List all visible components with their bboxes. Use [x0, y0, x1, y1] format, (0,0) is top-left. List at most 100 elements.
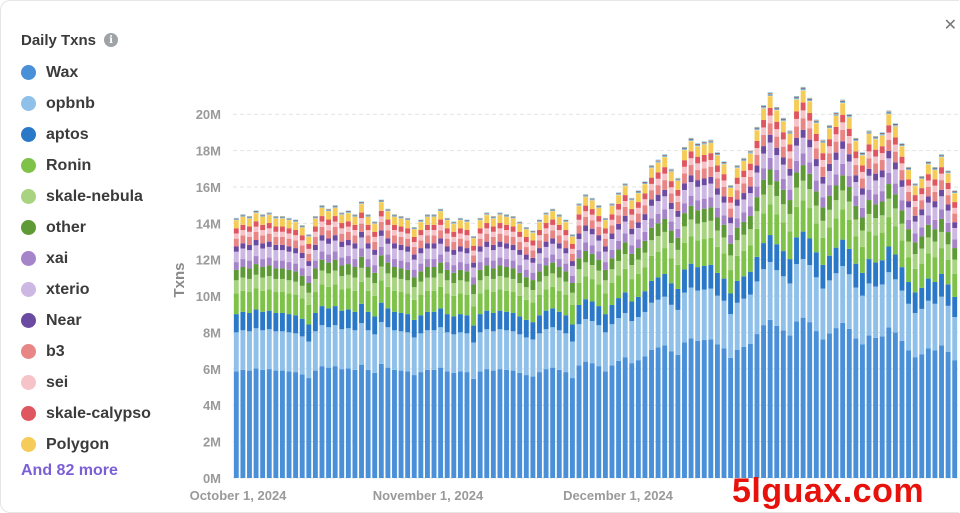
bar-stack[interactable]	[497, 212, 503, 478]
legend-item-opbnb[interactable]: opbnb	[21, 88, 191, 119]
legend-item-aptos[interactable]: aptos	[21, 119, 191, 150]
bar-stack[interactable]	[457, 217, 463, 478]
bar-stack[interactable]	[233, 217, 239, 478]
bar-stack[interactable]	[649, 165, 654, 478]
bar-stack[interactable]	[886, 110, 892, 478]
bar-stack[interactable]	[879, 132, 885, 478]
bar-stack[interactable]	[510, 216, 516, 478]
bar-stack[interactable]	[411, 226, 417, 478]
bar-stack[interactable]	[925, 161, 931, 478]
bar-stack[interactable]	[444, 217, 450, 478]
bar-stack[interactable]	[405, 217, 411, 478]
bar-stack[interactable]	[260, 214, 266, 478]
bar-stack[interactable]	[550, 208, 556, 478]
bar-stack[interactable]	[866, 130, 872, 478]
bar-stack[interactable]	[827, 125, 832, 478]
bar-stack[interactable]	[807, 97, 813, 478]
bar-stack[interactable]	[537, 219, 542, 478]
bar-stack[interactable]	[556, 214, 562, 478]
legend-item-near[interactable]: Near	[21, 305, 191, 336]
bar-stack[interactable]	[859, 152, 865, 478]
bar-stack[interactable]	[668, 168, 674, 478]
bar-stack[interactable]	[609, 203, 615, 478]
legend-item-wax[interactable]: Wax	[21, 57, 191, 88]
bar-stack[interactable]	[787, 130, 793, 478]
bar-stack[interactable]	[662, 154, 668, 478]
bar-stack[interactable]	[932, 166, 938, 478]
bar-stack[interactable]	[247, 216, 252, 478]
bar-stack[interactable]	[484, 212, 490, 478]
bar-stack[interactable]	[813, 119, 819, 478]
bar-stack[interactable]	[477, 217, 483, 478]
bar-stack[interactable]	[418, 219, 424, 478]
bar-stack[interactable]	[701, 141, 707, 478]
bar-stack[interactable]	[266, 212, 272, 478]
bar-stack[interactable]	[642, 181, 648, 479]
bar-stack[interactable]	[345, 210, 351, 478]
bar-stack[interactable]	[286, 217, 292, 478]
bar-stack[interactable]	[675, 177, 681, 478]
bar-stack[interactable]	[451, 221, 457, 478]
bar-stack[interactable]	[319, 205, 325, 478]
bar-stack[interactable]	[714, 152, 720, 478]
bar-stack[interactable]	[846, 114, 852, 478]
bar-stack[interactable]	[326, 208, 332, 478]
bar-stack[interactable]	[794, 96, 799, 478]
bar-stack[interactable]	[240, 214, 246, 478]
bar-stack[interactable]	[279, 216, 285, 478]
bar-stack[interactable]	[892, 123, 898, 478]
bar-stack[interactable]	[339, 212, 345, 478]
bar-stack[interactable]	[596, 205, 602, 478]
bar-stack[interactable]	[721, 161, 727, 478]
bar-stack[interactable]	[912, 183, 918, 478]
bar-stack[interactable]	[952, 190, 958, 478]
legend-item-b3[interactable]: b3	[21, 336, 191, 367]
legend-item-xai[interactable]: xai	[21, 243, 191, 274]
bar-stack[interactable]	[629, 197, 635, 478]
bar-stack[interactable]	[780, 117, 786, 478]
bar-stack[interactable]	[840, 99, 846, 478]
bar-stack[interactable]	[392, 214, 397, 478]
bar-stack[interactable]	[767, 92, 773, 478]
bar-stack[interactable]	[899, 143, 905, 478]
bar-stack[interactable]	[939, 154, 944, 478]
bar-stack[interactable]	[728, 185, 734, 478]
show-more-link[interactable]: And 82 more	[21, 462, 118, 479]
bar-stack[interactable]	[424, 214, 430, 478]
bar-stack[interactable]	[504, 214, 509, 478]
bar-stack[interactable]	[754, 126, 760, 478]
bar-stack[interactable]	[734, 165, 740, 478]
bar-stack[interactable]	[365, 214, 371, 478]
bar-stack[interactable]	[576, 203, 582, 478]
bar-stack[interactable]	[530, 230, 536, 478]
legend-item-polygon[interactable]: Polygon	[21, 429, 191, 460]
bar-stack[interactable]	[359, 201, 364, 479]
bar-stack[interactable]	[919, 176, 925, 478]
bar-stack[interactable]	[273, 216, 279, 478]
bar-stack[interactable]	[820, 139, 826, 478]
legend-item-ronin[interactable]: Ronin	[21, 150, 191, 181]
bar-stack[interactable]	[708, 139, 714, 478]
bar-stack[interactable]	[688, 137, 694, 478]
bar-stack[interactable]	[517, 221, 523, 478]
bar-stack[interactable]	[602, 217, 608, 478]
bar-stack[interactable]	[682, 146, 687, 478]
bar-stack[interactable]	[523, 226, 529, 478]
bar-stack[interactable]	[583, 194, 589, 478]
bar-stack[interactable]	[490, 216, 496, 478]
bar-stack[interactable]	[761, 105, 767, 478]
bar-stack[interactable]	[853, 137, 859, 478]
legend-item-other[interactable]: other	[21, 212, 191, 243]
legend-item-xterio[interactable]: xterio	[21, 274, 191, 305]
bar-stack[interactable]	[293, 219, 299, 478]
bar-stack[interactable]	[563, 219, 569, 478]
bar-stack[interactable]	[378, 199, 384, 478]
bar-stack[interactable]	[695, 143, 701, 478]
bar-stack[interactable]	[332, 205, 338, 478]
bar-stack[interactable]	[431, 214, 437, 478]
bar-stack[interactable]	[741, 157, 747, 478]
bar-stack[interactable]	[299, 225, 305, 478]
bar-stack[interactable]	[253, 210, 259, 478]
bar-stack[interactable]	[906, 166, 912, 478]
bar-stack[interactable]	[543, 212, 549, 478]
